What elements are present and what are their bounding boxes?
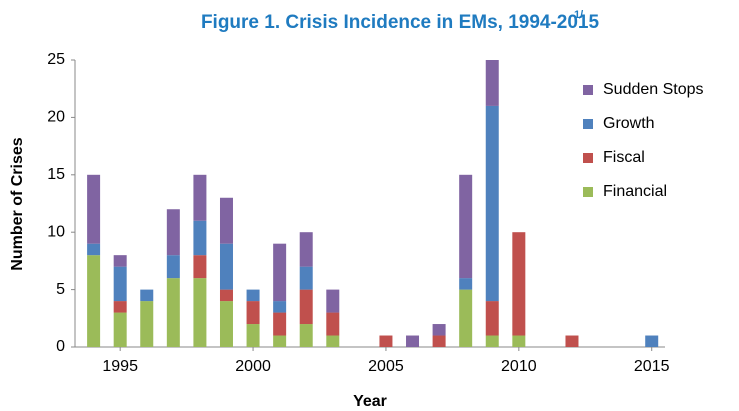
y-tick-label: 25 (47, 51, 65, 68)
bar-segment (219, 243, 233, 290)
bar-segment (87, 255, 101, 347)
title-superscript: 1/ (574, 9, 583, 21)
bar-segment (113, 301, 127, 313)
y-tick-label: 5 (56, 281, 65, 298)
bar-segment (326, 289, 340, 313)
bar-segment (485, 105, 499, 302)
bar-segment (113, 312, 127, 347)
bar-segment (166, 255, 180, 279)
bar-segment (166, 209, 180, 256)
bar-segment (485, 60, 499, 106)
bar-segment (273, 243, 287, 302)
bar-segment (299, 232, 313, 267)
legend-label: Financial (603, 183, 667, 200)
bar-segment (273, 312, 287, 336)
bar-segment (246, 301, 260, 325)
bar-segment (193, 278, 207, 347)
y-tick-label: 10 (47, 223, 65, 240)
x-tick-label: 2005 (368, 358, 404, 375)
bar-segment (193, 174, 207, 221)
bar-segment (432, 335, 446, 347)
bar-segment (113, 266, 127, 302)
bar-segment (459, 278, 473, 290)
bar-segment (219, 289, 233, 302)
y-tick-label: 0 (56, 338, 65, 355)
y-tick-label: 20 (47, 109, 65, 126)
bar-segment (246, 289, 260, 302)
x-tick-label: 2000 (235, 358, 271, 375)
bar-segment (166, 278, 180, 347)
bar-segment (140, 289, 154, 302)
bar-segment (485, 335, 499, 347)
bar-segment (459, 174, 473, 279)
legend-swatch (583, 119, 593, 129)
y-tick-label: 15 (47, 166, 65, 183)
bar-segment (246, 324, 260, 347)
bar-segment (326, 335, 340, 347)
x-axis-label: Year (353, 393, 387, 410)
bar-segment (645, 335, 659, 347)
bar-segment (273, 335, 287, 347)
bar-segment (512, 232, 526, 336)
bar-segment (140, 301, 154, 347)
chart-title: Figure 1. Crisis Incidence in EMs, 1994-… (201, 12, 600, 33)
bar-segment (299, 266, 313, 290)
bar-segment (326, 312, 340, 336)
x-tick-label: 2015 (634, 358, 670, 375)
bar-segment (565, 335, 579, 347)
bar-segment (113, 255, 127, 267)
legend-label: Growth (603, 115, 655, 132)
bar-segment (406, 335, 420, 347)
y-axis-label: Number of Crises (9, 137, 26, 270)
legend-swatch (583, 85, 593, 95)
bar-segment (299, 289, 313, 325)
bar-segment (193, 255, 207, 279)
bar-segment (219, 197, 233, 244)
bar-segment (193, 220, 207, 256)
bar-segment (87, 243, 101, 256)
legend-label: Sudden Stops (603, 81, 704, 98)
bar-segment (485, 301, 499, 336)
bar-segment (299, 324, 313, 347)
bar-segment (219, 301, 233, 347)
bar-segment (432, 324, 446, 336)
bar-segment (379, 335, 393, 347)
bar-segment (512, 335, 526, 347)
bar-segment (459, 289, 473, 347)
bar-segment (273, 301, 287, 313)
legend-swatch (583, 187, 593, 197)
legend-swatch (583, 153, 593, 163)
legend-label: Fiscal (603, 149, 645, 166)
bar-segment (87, 174, 101, 244)
x-tick-label: 2010 (501, 358, 537, 375)
x-tick-label: 1995 (102, 358, 138, 375)
